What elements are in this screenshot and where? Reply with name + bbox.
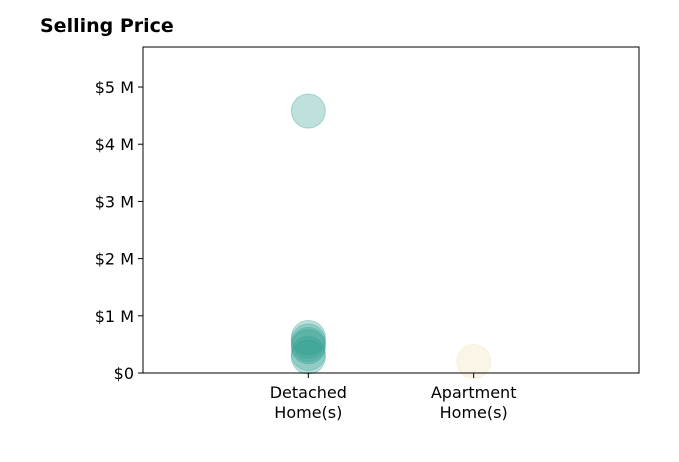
y-tick-label: $4 M (95, 135, 134, 154)
y-tick-label: $2 M (95, 250, 134, 269)
y-tick-label: $3 M (95, 192, 134, 211)
y-tick-label: $5 M (95, 78, 134, 97)
y-tick-label: $0 (114, 364, 134, 383)
y-tick-label: $1 M (95, 307, 134, 326)
data-point (290, 336, 326, 372)
x-tick-label-line: Home(s) (440, 403, 508, 422)
data-point (290, 323, 326, 359)
data-point (290, 339, 326, 375)
x-tick-label: Apartment Home(s) (431, 383, 517, 422)
data-point (290, 93, 326, 129)
x-axis: Detached Home(s)Apartment Home(s) (270, 373, 517, 422)
x-tick-label: Detached Home(s) (270, 383, 347, 422)
plot-area-frame (142, 46, 640, 374)
x-tick-label-line: Apartment (431, 383, 517, 402)
chart-title: Selling Price (40, 15, 174, 37)
data-point (290, 329, 326, 365)
data-point (456, 344, 492, 380)
data-point (290, 320, 326, 356)
points-layer (290, 93, 492, 380)
x-tick-label-line: Detached (270, 383, 347, 402)
y-axis: $0 $1 M $2 M $3 M $4 M $5 M (95, 78, 143, 383)
x-tick-label-line: Home(s) (274, 403, 342, 422)
data-point (290, 326, 326, 362)
